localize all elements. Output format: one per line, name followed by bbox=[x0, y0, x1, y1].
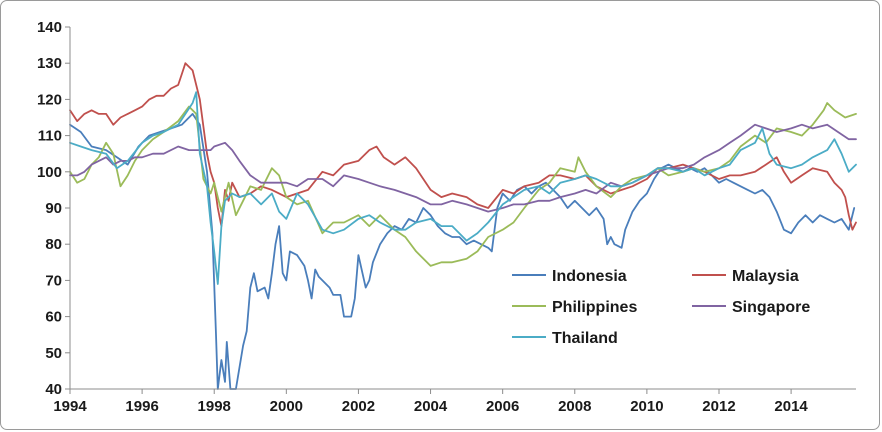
x-tick-label: 2014 bbox=[774, 398, 808, 415]
y-tick-label: 140 bbox=[37, 19, 62, 36]
y-tick-label: 40 bbox=[45, 381, 62, 398]
legend: Indonesia Malaysia Philippines Singapore Tha… bbox=[512, 268, 810, 347]
x-axis-ticks: 1994 1996 1998 2000 2002 2004 2006 2008 2010 2012… bbox=[53, 389, 808, 415]
y-tick-label: 80 bbox=[45, 236, 62, 253]
y-tick-label: 90 bbox=[45, 200, 62, 217]
x-tick-label: 1994 bbox=[53, 398, 87, 415]
legend-label-thailand: Thailand bbox=[552, 330, 618, 347]
y-tick-label: 60 bbox=[45, 309, 62, 326]
series-line-singapore bbox=[69, 123, 857, 213]
y-axis-ticks: 40 50 60 70 80 90 100 110 120 130 140 bbox=[37, 19, 70, 398]
x-tick-label: 2000 bbox=[270, 398, 303, 415]
legend-label-indonesia: Indonesia bbox=[552, 268, 627, 285]
series-lines bbox=[69, 62, 857, 390]
x-tick-label: 2012 bbox=[702, 398, 735, 415]
x-tick-label: 2008 bbox=[558, 398, 591, 415]
x-tick-label: 2006 bbox=[486, 398, 519, 415]
y-tick-label: 130 bbox=[37, 55, 62, 72]
y-tick-label: 100 bbox=[37, 164, 62, 181]
x-tick-label: 2004 bbox=[414, 398, 448, 415]
x-tick-label: 2002 bbox=[342, 398, 375, 415]
x-tick-label: 2010 bbox=[630, 398, 663, 415]
series-line-thailand bbox=[69, 91, 857, 285]
series-line-malaysia bbox=[69, 62, 857, 231]
legend-label-philippines: Philippines bbox=[552, 299, 637, 316]
y-tick-label: 70 bbox=[45, 272, 62, 289]
y-tick-label: 120 bbox=[37, 91, 62, 108]
y-tick-label: 50 bbox=[45, 345, 62, 362]
x-tick-label: 1996 bbox=[125, 398, 158, 415]
legend-label-malaysia: Malaysia bbox=[732, 268, 799, 285]
legend-label-singapore: Singapore bbox=[732, 299, 810, 316]
x-tick-label: 1998 bbox=[198, 398, 231, 415]
y-tick-label: 110 bbox=[38, 128, 62, 145]
